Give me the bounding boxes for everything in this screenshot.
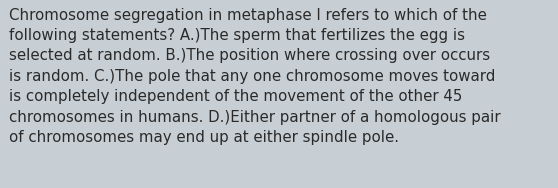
- Text: Chromosome segregation in metaphase I refers to which of the
following statement: Chromosome segregation in metaphase I re…: [9, 8, 501, 145]
